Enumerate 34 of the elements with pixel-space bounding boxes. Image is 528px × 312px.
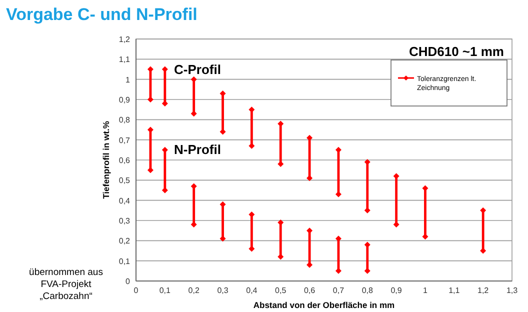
x-tick-label: 1 (423, 286, 428, 295)
y-tick-label: 1 (126, 75, 131, 84)
y-tick-label: 0,8 (118, 116, 131, 125)
y-axis-title: Tiefenprofil in wt.% (101, 120, 111, 199)
y-tick-label: 0,7 (118, 136, 131, 145)
x-tick-label: 1,1 (448, 286, 460, 295)
x-tick-label: 0,2 (188, 286, 200, 295)
x-tick-label: 0,5 (275, 286, 287, 295)
y-tick-label: 0,1 (118, 256, 131, 266)
y-tick-label: 0,5 (118, 176, 131, 186)
y-tick-label: 0,3 (118, 216, 131, 226)
x-tick-label: 0,6 (304, 286, 316, 295)
x-tick-label: 0,4 (246, 286, 258, 295)
x-tick-label: 0,7 (332, 286, 345, 295)
y-tick-label: 0 (126, 277, 131, 286)
x-tick-label: 0,9 (390, 286, 402, 295)
annotation: C-Profil (174, 62, 221, 77)
x-tick-label: 1,3 (506, 286, 518, 295)
x-axis-title: Abstand von der Oberfläche in mm (253, 300, 396, 310)
y-tick-label: 1,1 (118, 55, 131, 64)
text: übernommen aus FVA-Projekt „Carbozahn“ (29, 267, 104, 302)
x-tick-label: 0,3 (217, 286, 229, 295)
y-tick-label: 0,6 (118, 156, 131, 165)
annotation: CHD610 ~1 mm (408, 44, 504, 59)
x-tick-label: 0 (134, 286, 139, 295)
y-tick-label: 0,2 (118, 236, 131, 246)
x-tick-label: 0,8 (362, 286, 374, 295)
y-tick-label: 0,9 (118, 96, 131, 104)
x-tick-label: 0,1 (159, 286, 172, 295)
y-tick-label: 0,4 (118, 196, 131, 206)
chart-title: Vorgabe C- und N-Profil (6, 5, 198, 24)
x-tick-label: 1,2 (478, 286, 490, 295)
y-tick-label: 1,2 (118, 35, 131, 44)
annotation: N-Profil (174, 142, 221, 157)
